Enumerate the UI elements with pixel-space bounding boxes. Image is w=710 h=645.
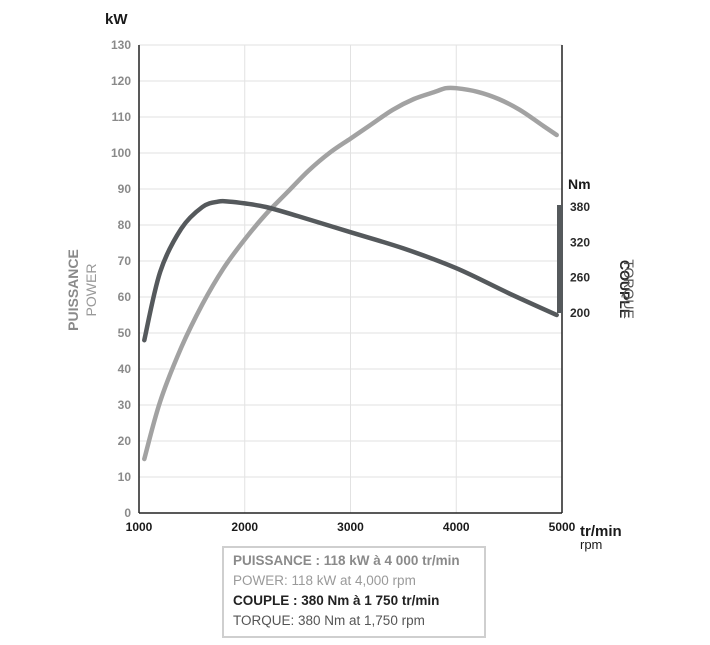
left-axis-label-alt: POWER — [83, 264, 99, 317]
power-spec-fr: PUISSANCE : 118 kW à 4 000 tr/min — [233, 553, 460, 568]
series-lines — [142, 85, 559, 462]
left-tick-label: 80 — [118, 218, 132, 232]
x-tick-label: 1000 — [126, 520, 153, 534]
x-tick-label: 5000 — [549, 520, 576, 534]
torque-spec-en: TORQUE: 380 Nm at 1,750 rpm — [233, 613, 425, 628]
x-axis-unit-alt: rpm — [580, 537, 602, 552]
torque-curve — [142, 198, 559, 343]
x-axis-ticks: 1000 2000 3000 4000 5000 — [126, 520, 576, 534]
power-curve — [142, 85, 559, 462]
torque-range-bar — [557, 205, 563, 313]
left-tick-label: 20 — [118, 434, 132, 448]
right-tick-label: 260 — [570, 271, 590, 285]
right-tick-label: 200 — [570, 306, 590, 320]
x-tick-label: 4000 — [443, 520, 470, 534]
right-axis-unit: Nm — [568, 176, 591, 192]
left-tick-label: 0 — [124, 506, 131, 520]
x-axis-unit: tr/min — [580, 523, 622, 540]
spec-summary-box: PUISSANCE : 118 kW à 4 000 tr/min POWER:… — [222, 546, 486, 638]
left-tick-label: 90 — [118, 182, 132, 196]
x-tick-label: 2000 — [231, 520, 258, 534]
right-axis-ticks: 380 320 260 200 — [570, 200, 590, 320]
right-axis-label-alt: TORQUE — [621, 259, 637, 319]
left-tick-label: 10 — [118, 470, 132, 484]
left-tick-label: 50 — [118, 326, 132, 340]
left-tick-label: 70 — [118, 254, 132, 268]
left-tick-label: 100 — [111, 146, 131, 160]
left-tick-label: 110 — [112, 110, 132, 124]
right-axis-label: COUPLE — [617, 260, 633, 318]
left-tick-label: 30 — [118, 398, 132, 412]
gridlines — [138, 44, 563, 514]
left-axis-label: PUISSANCE — [65, 249, 81, 331]
left-tick-label: 40 — [118, 362, 132, 376]
right-tick-label: 380 — [570, 200, 590, 214]
right-tick-label: 320 — [570, 235, 590, 249]
left-tick-label: 60 — [118, 290, 132, 304]
torque-spec-fr: COUPLE : 380 Nm à 1 750 tr/min — [233, 593, 440, 608]
left-tick-label: 120 — [111, 74, 131, 88]
x-tick-label: 3000 — [337, 520, 364, 534]
left-tick-label: 130 — [111, 38, 131, 52]
left-axis-unit: kW — [105, 11, 128, 28]
power-spec-en: POWER: 118 kW at 4,000 rpm — [233, 573, 416, 588]
left-axis-ticks: 0 10 20 30 40 50 60 70 80 90 100 110 120 130 — [111, 38, 131, 520]
